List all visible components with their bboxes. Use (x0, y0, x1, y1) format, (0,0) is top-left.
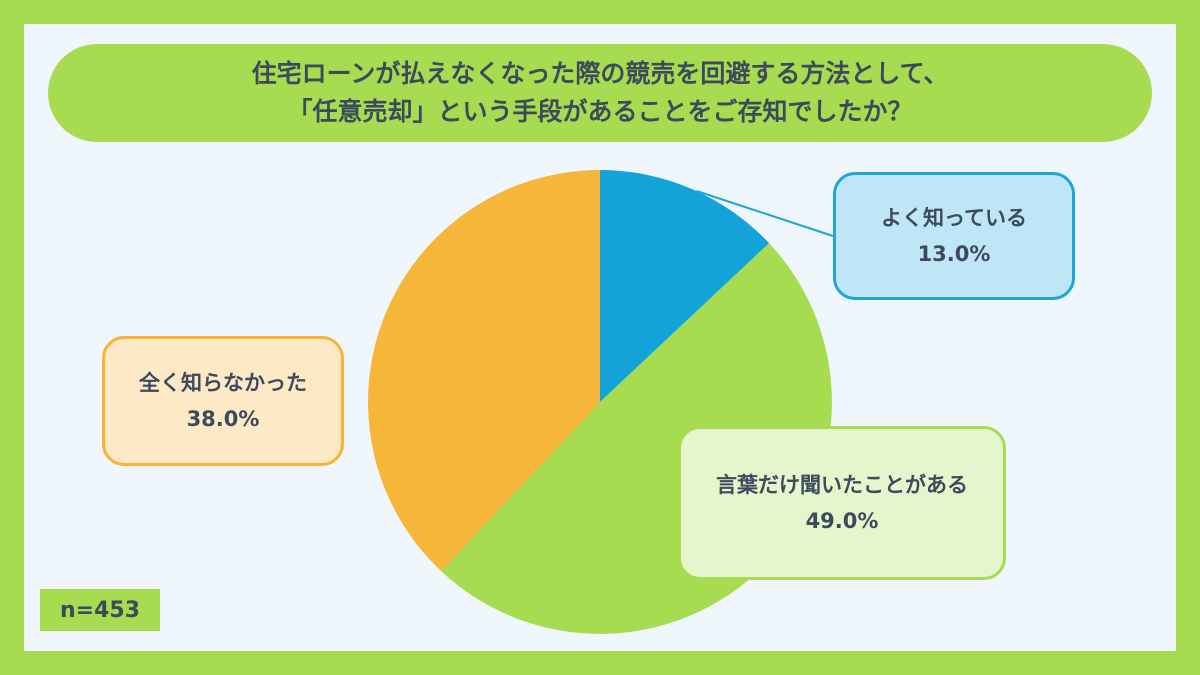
title-banner: 住宅ローンが払えなくなった際の競売を回避する方法として、 「任意売却」という手段… (48, 44, 1152, 142)
pie-slice-not-known (368, 170, 600, 572)
chart-title-line-1: 住宅ローンが払えなくなった際の競売を回避する方法として、 (251, 59, 949, 88)
callout-label-heard-of: 言葉だけ聞いたことがある (716, 473, 968, 497)
callout-label-not-known: 全く知らなかった (139, 371, 307, 395)
sample-size-badge: n=453 (40, 589, 160, 631)
callout-value-not-known: 38.0% (186, 407, 260, 431)
callout-value-heard-of: 49.0% (805, 509, 879, 533)
chart-title-line-2: 「任意売却」という手段があることをご存知でしたか？ (287, 97, 913, 126)
callout-label-well-known: よく知っている (881, 206, 1027, 230)
pie-slice-well-known (600, 170, 770, 402)
callout-heard-of: 言葉だけ聞いたことがある 49.0% (678, 426, 1006, 580)
chart-panel: 住宅ローンが払えなくなった際の競売を回避する方法として、 「任意売却」という手段… (24, 24, 1176, 651)
leader-line-well-known (696, 190, 834, 237)
callout-not-known: 全く知らなかった 38.0% (102, 336, 344, 466)
callout-well-known: よく知っている 13.0% (833, 172, 1075, 300)
callout-value-well-known: 13.0% (917, 242, 991, 266)
